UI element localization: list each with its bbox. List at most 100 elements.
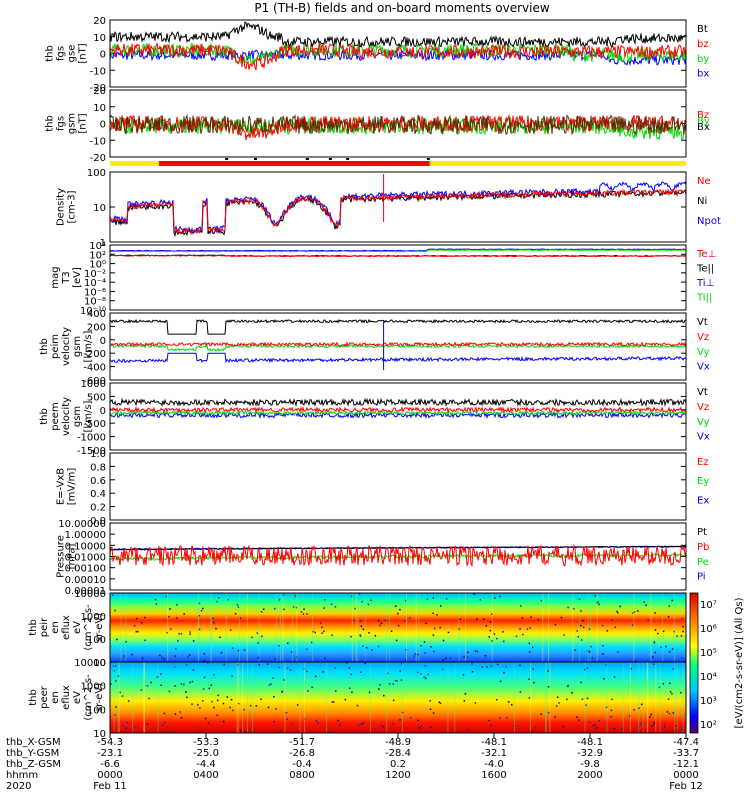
spectrogram-streak <box>258 593 260 662</box>
spectrogram-speck <box>420 645 422 647</box>
spectrogram-speck <box>647 619 649 621</box>
spectrogram-speck <box>350 595 353 598</box>
spectrogram-speck <box>394 605 397 607</box>
spectrogram-streak <box>239 593 240 662</box>
spectrogram-speck <box>210 684 213 686</box>
spectrogram-speck <box>671 599 673 602</box>
ylabel-line: sr-eV) <box>94 683 105 712</box>
spectrogram-streak <box>633 593 635 662</box>
spectrogram-speck <box>554 623 557 626</box>
spectrogram-speck <box>223 720 225 723</box>
ylabel-line: Pressure <box>56 535 67 578</box>
ylabel-line: [mV/m] <box>67 468 78 506</box>
series-ne <box>110 188 686 235</box>
spectrogram-speck <box>381 724 383 727</box>
spectrogram-speck <box>621 728 623 730</box>
spectrogram-streak <box>647 662 649 733</box>
series-npot <box>110 181 686 235</box>
spectrogram-speck <box>388 683 391 685</box>
spectrogram-speck <box>282 594 285 596</box>
spectrogram-speck <box>653 663 655 665</box>
spectrogram-speck <box>330 731 332 733</box>
spectrogram-streak <box>389 593 391 662</box>
table-cell: -48.1 <box>577 737 603 748</box>
spectrogram-streak <box>642 662 644 733</box>
spectrogram-speck <box>445 657 447 660</box>
spectrogram-speck <box>358 724 360 726</box>
spectrogram-speck <box>574 649 576 651</box>
spectrogram-speck <box>163 712 166 715</box>
ytick-label: -500 <box>83 419 106 430</box>
ytick-label: -200 <box>83 349 106 360</box>
spectrogram-streak <box>246 593 248 662</box>
spectrogram-streak <box>418 593 420 662</box>
ylabel: thbpeerenefluxeV(cm^2-s-sr-eV) <box>28 674 105 721</box>
spectrogram-speck <box>367 603 370 606</box>
spectrogram-speck <box>606 630 609 632</box>
spectrogram-speck <box>356 704 359 707</box>
spectrogram-streak <box>364 593 366 662</box>
spectrogram-speck <box>226 696 229 698</box>
spectrogram-speck <box>278 645 280 647</box>
spectrogram-speck <box>580 610 582 612</box>
spectrogram-speck <box>337 719 339 722</box>
spectrogram-speck <box>144 616 146 619</box>
spectrogram-speck <box>540 599 543 602</box>
colorbar-label: [eV/(cm2-s-sr-eV)] (All Qs) <box>734 597 745 728</box>
spectrogram-speck <box>601 624 604 627</box>
spectrogram-speck <box>506 717 508 719</box>
legend-item: Vz <box>697 332 709 343</box>
spectrogram-speck <box>514 725 516 727</box>
spectrogram-speck <box>278 666 280 669</box>
ylabel-line: [eV] <box>72 267 83 288</box>
spectrogram-speck <box>203 653 206 655</box>
ytick-label: 10⁻¹⁰ <box>80 306 106 317</box>
spectrogram-speck <box>144 639 146 642</box>
table-cell: -4.0 <box>484 759 504 770</box>
ylabel: magT3[eV] <box>50 266 83 288</box>
table-cell: -54.3 <box>97 737 123 748</box>
ylabel-line: peir <box>39 617 50 637</box>
ytick-label: 0.00010 <box>65 575 106 586</box>
spectrogram-speck <box>140 689 143 691</box>
spectrogram-streak <box>682 662 684 733</box>
spectrogram-speck <box>571 691 573 694</box>
spectrogram-speck <box>476 618 478 620</box>
spectrogram-speck <box>346 662 348 664</box>
spectrogram-streak <box>606 662 608 733</box>
spectrogram-speck <box>519 664 521 667</box>
spectrogram-speck <box>360 723 363 725</box>
spectrogram-speck <box>168 690 171 693</box>
legend-item: Te⊥ <box>696 249 716 260</box>
panels: 20100-10-20thbfgsgse[nT]Btbzbybx20100-10… <box>28 16 721 740</box>
mode-slow-survey <box>158 161 430 166</box>
spectrogram-speck <box>323 630 325 633</box>
date-start: Feb 11 <box>93 781 127 792</box>
ytick-label: 0.0 <box>90 516 106 527</box>
spectrogram-speck <box>662 630 665 632</box>
spectrogram-speck <box>660 646 662 649</box>
spectrogram-speck <box>432 634 435 636</box>
spectrogram-speck <box>499 595 501 598</box>
spectrogram-speck <box>170 628 172 630</box>
ylabel-line: thb <box>28 689 39 706</box>
spectrogram-speck <box>344 698 347 701</box>
spectrogram-speck <box>400 679 403 681</box>
ylabel-line: [km/s] <box>83 400 94 432</box>
legend-item: Vy <box>697 417 710 428</box>
spectrogram-speck <box>425 622 427 625</box>
ytick-label: 0.00001 <box>65 586 106 597</box>
spectrogram-speck <box>471 663 473 665</box>
spectrogram-streak <box>357 593 359 662</box>
spectrogram-speck <box>519 628 521 630</box>
spectrogram-streak <box>584 662 586 733</box>
spectrogram-speck <box>639 722 642 725</box>
spectrogram-speck <box>663 726 666 729</box>
spectrogram-speck <box>449 657 451 660</box>
spectrogram-speck <box>580 624 582 627</box>
spectrogram-streak <box>548 593 550 662</box>
spectrogram-speck <box>307 690 309 692</box>
spectrogram-speck <box>285 711 288 714</box>
spectrogram-speck <box>576 716 578 718</box>
spectrogram-speck <box>396 680 398 682</box>
